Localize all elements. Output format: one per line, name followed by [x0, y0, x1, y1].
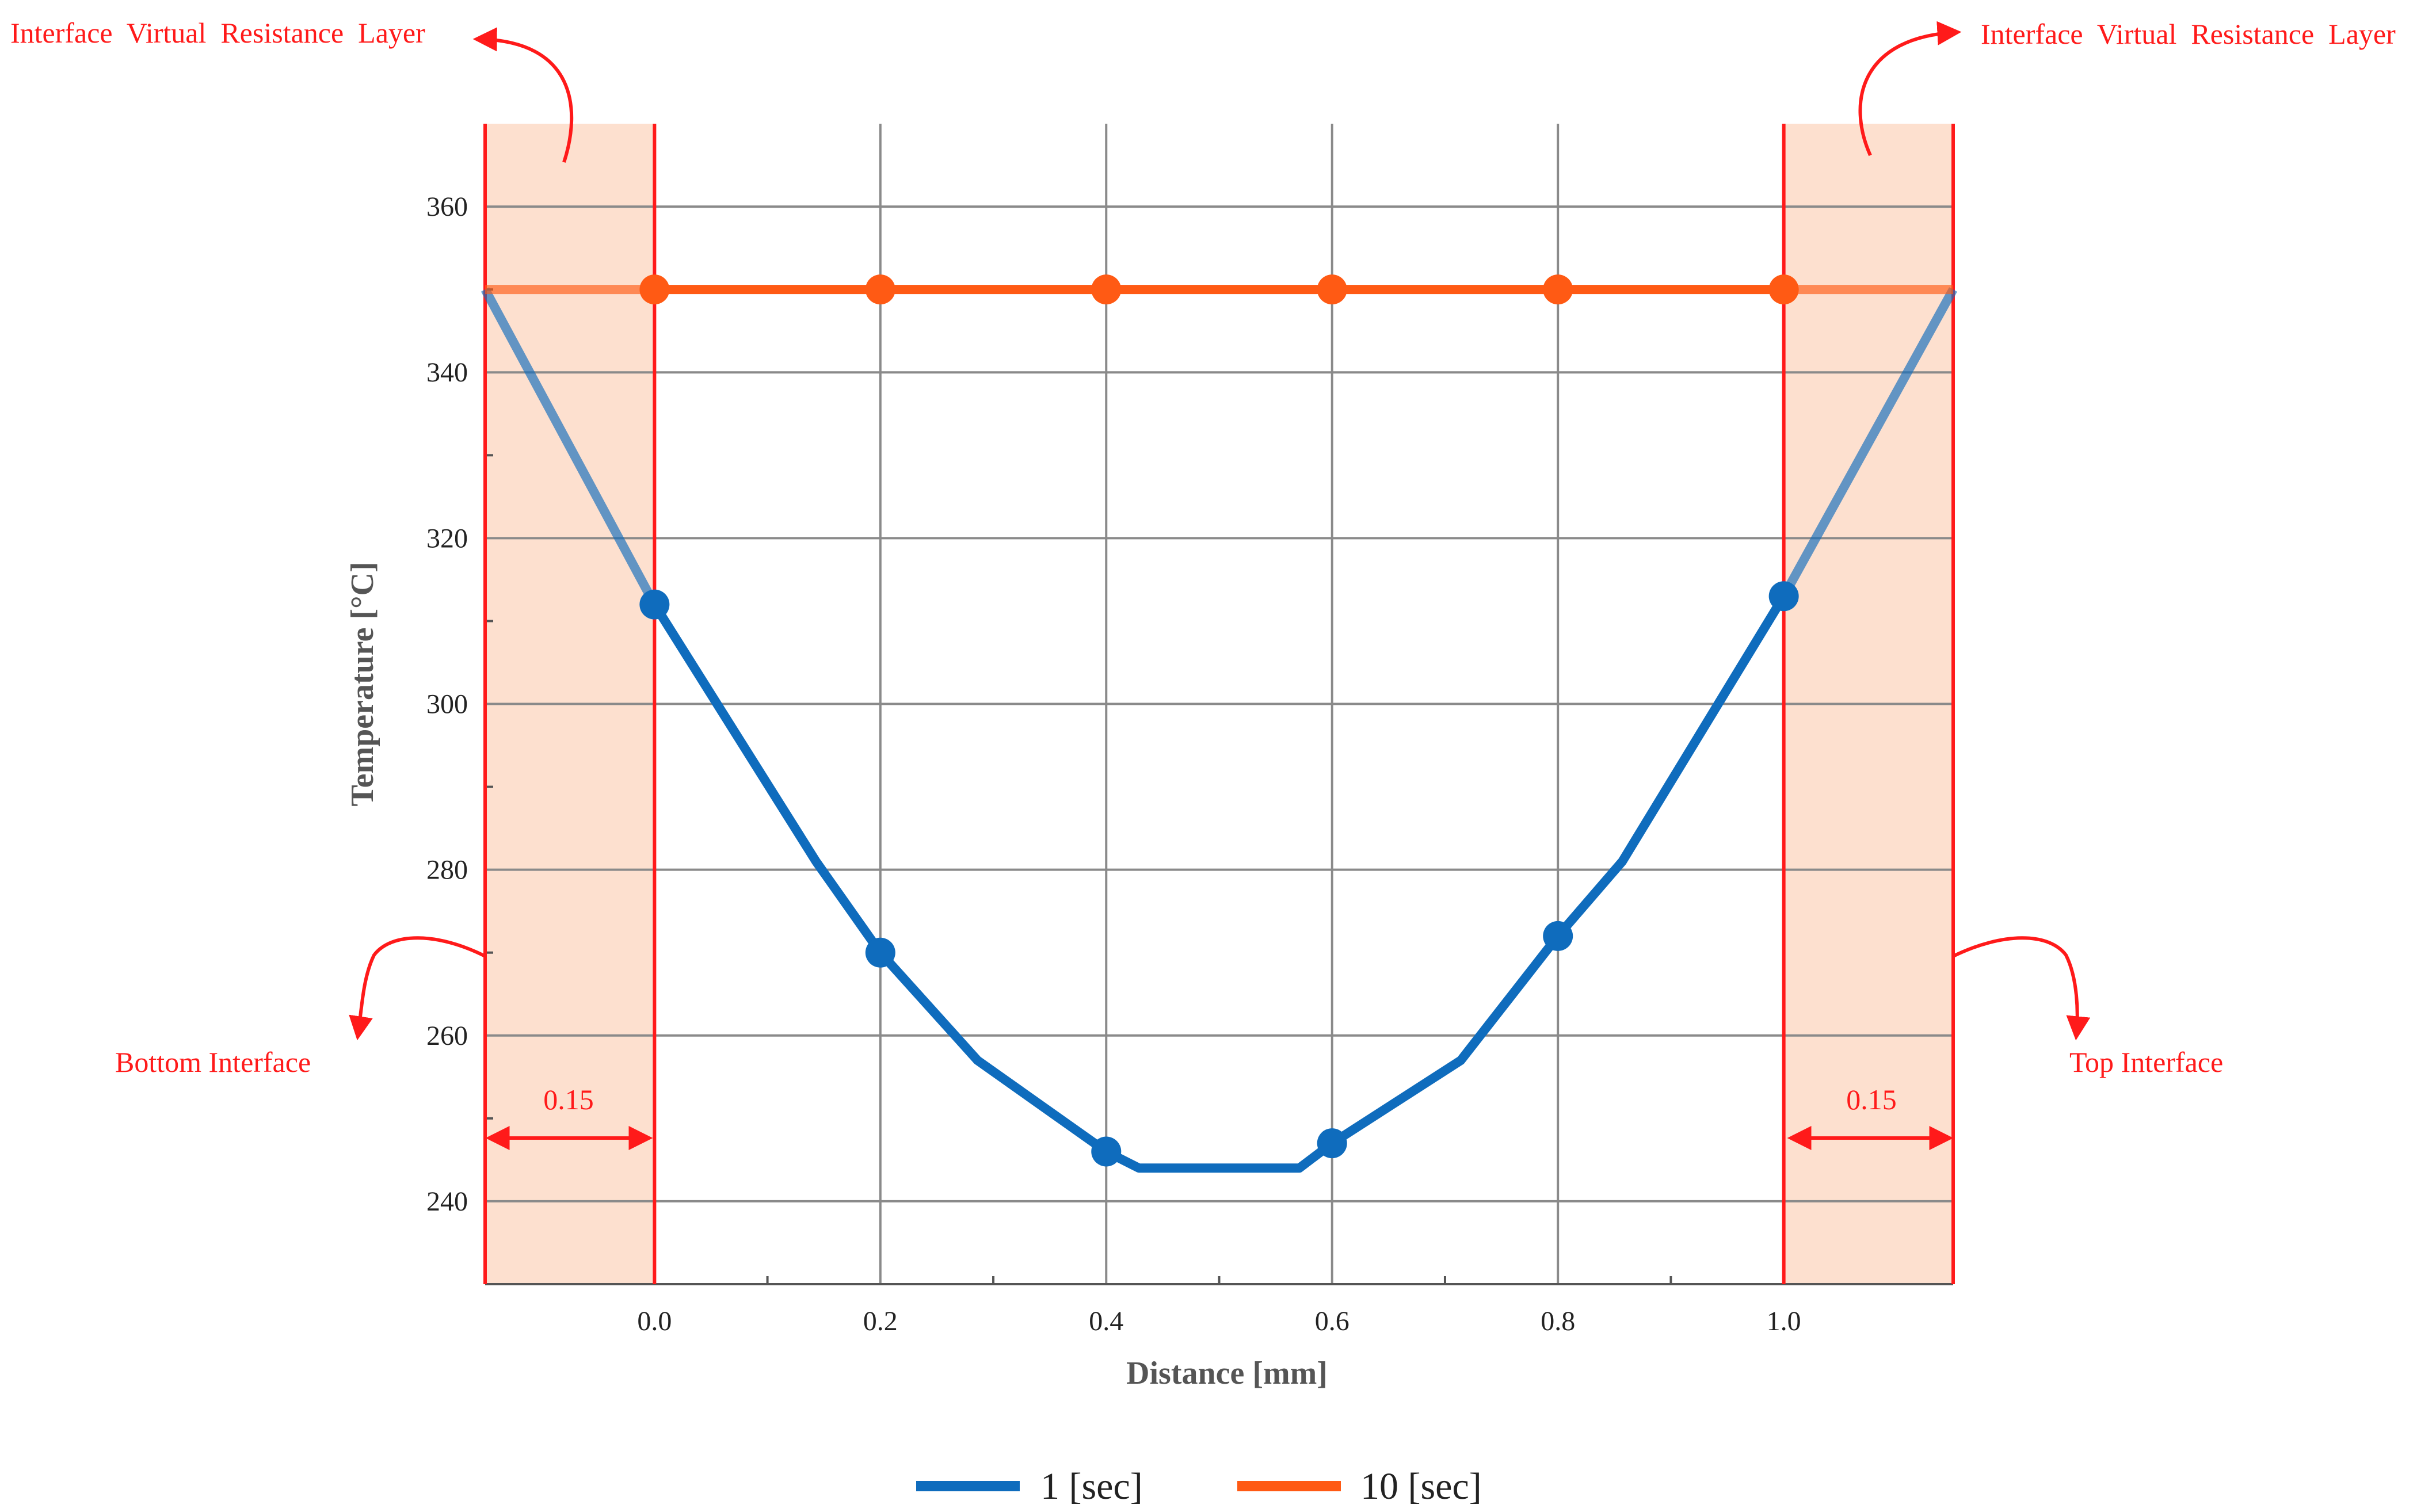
top-interface-arrow	[1952, 936, 2091, 1041]
layer-left-arrow	[472, 27, 574, 163]
bottom-interface-arrow	[349, 936, 486, 1041]
series-0-point-0	[639, 589, 670, 620]
y-tick-label-2: 280	[426, 855, 468, 885]
x-tick-labels: 0.0 0.2 0.4 0.6 0.8 1.0	[637, 1306, 1801, 1337]
series-1-point-2	[1091, 274, 1122, 305]
series-group	[481, 274, 1958, 1173]
layer-left-label: Interface Virtual Resistance Layer	[10, 17, 425, 49]
series-1-point-0	[639, 274, 670, 305]
x-tick-label-0: 0.0	[637, 1306, 672, 1337]
series-0-right-segment	[1779, 287, 1958, 599]
layer-right-arrow	[1858, 21, 1962, 156]
x-axis-title: Distance [mm]	[1126, 1356, 1328, 1391]
series-0-left-segment	[481, 287, 659, 607]
x-tick-label-4: 0.8	[1541, 1306, 1575, 1337]
interface-boundaries	[483, 124, 1955, 1284]
width-right-label: 0.15	[1846, 1083, 1897, 1116]
x-tick-label-5: 1.0	[1767, 1306, 1801, 1337]
series-1-point-1	[865, 274, 895, 305]
y-tick-label-4: 320	[426, 523, 468, 553]
layer-right-label: Interface Virtual Resistance Layer	[1981, 18, 2396, 50]
x-tick-label-1: 0.2	[863, 1306, 898, 1337]
x-tick-label-2: 0.4	[1089, 1306, 1123, 1337]
y-tick-label-3: 300	[426, 689, 468, 720]
series-0-point-5	[1768, 581, 1799, 612]
series-0-point-2	[1091, 1136, 1122, 1167]
series-0-line	[650, 594, 1788, 1173]
top-interface-label: Top Interface	[2069, 1046, 2223, 1078]
width-left-label: 0.15	[543, 1083, 594, 1116]
series-0-point-3	[1317, 1128, 1347, 1159]
y-tick-label-0: 240	[426, 1186, 468, 1217]
series-0-point-1	[865, 937, 895, 968]
y-axis-title: Temperature [°C]	[345, 562, 380, 806]
x-tick-label-3: 0.6	[1315, 1306, 1349, 1337]
y-tick-labels: 240 260 280 300 320 340 360	[426, 192, 468, 1217]
legend: 1 [sec] 10 [sec]	[916, 1465, 1482, 1507]
grid-lines	[485, 124, 1953, 1284]
series-1-point-4	[1543, 274, 1573, 305]
series-1-point-3	[1317, 274, 1347, 305]
y-tick-label-1: 260	[426, 1021, 468, 1051]
legend-label-0: 1 [sec]	[1040, 1465, 1143, 1507]
legend-label-1: 10 [sec]	[1360, 1465, 1482, 1507]
bottom-interface-label: Bottom Interface	[115, 1046, 311, 1078]
y-tick-label-6: 360	[426, 192, 468, 222]
series-0-point-4	[1543, 921, 1573, 951]
y-tick-label-5: 340	[426, 357, 468, 388]
series-1-point-5	[1768, 274, 1799, 305]
